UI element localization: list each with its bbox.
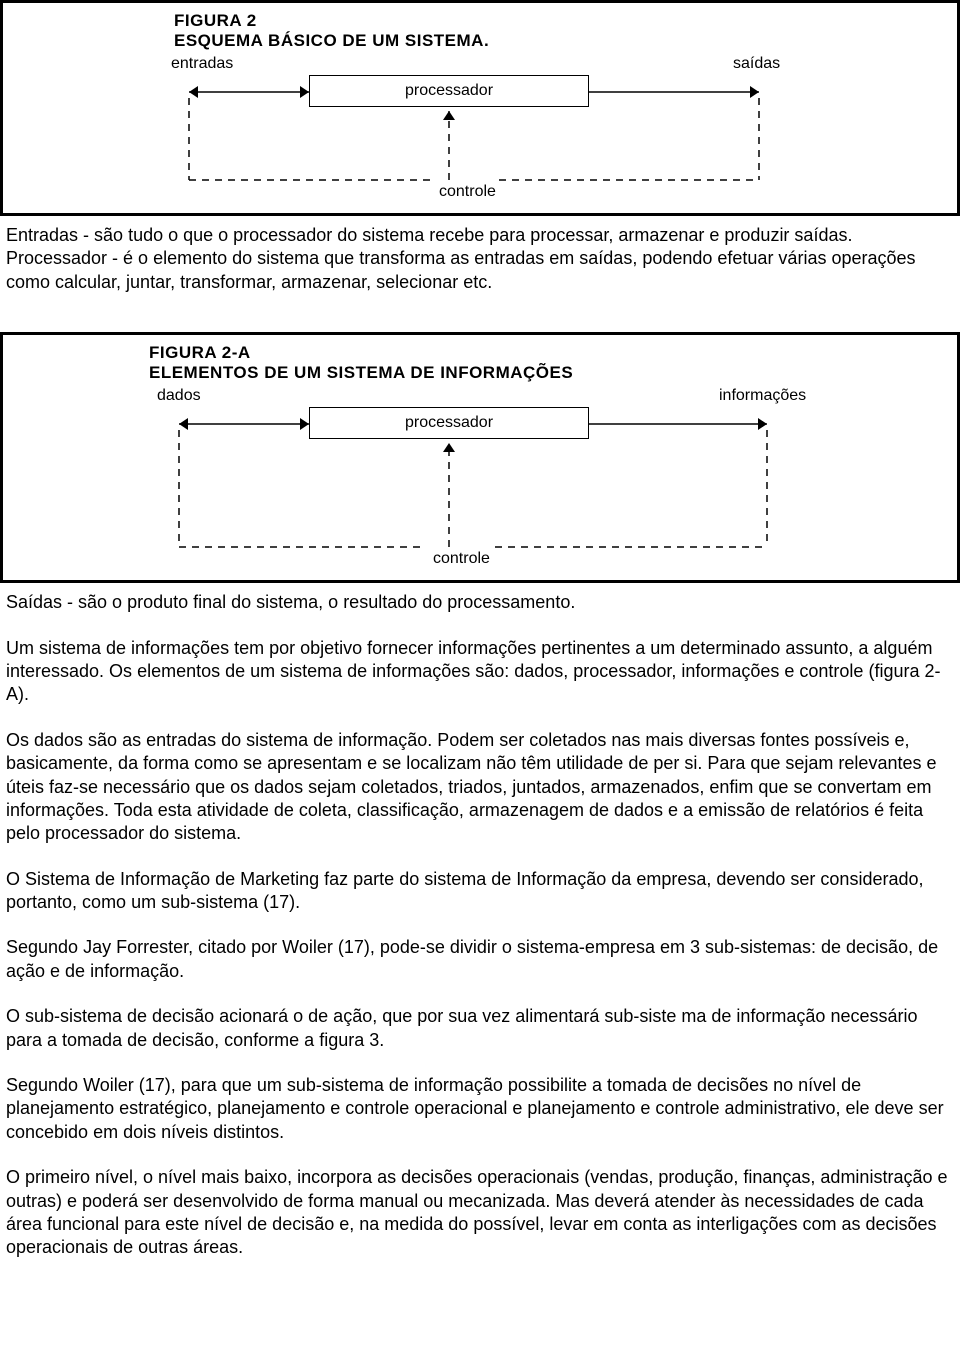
figure-2-title: FIGURA 2: [174, 11, 941, 31]
paragraph-4: Um sistema de informações tem por objeti…: [6, 637, 954, 707]
paragraph-processador: Processador - é o elemento do sistema qu…: [6, 247, 954, 294]
figure-2a-title: FIGURA 2-A: [149, 343, 941, 363]
paragraph-entradas: Entradas - são tudo o que o processador …: [6, 224, 954, 247]
paragraph-10: O primeiro nível, o nível mais baixo, in…: [6, 1166, 954, 1260]
paragraph-9: Segundo Woiler (17), para que um sub-sis…: [6, 1074, 954, 1144]
paragraph-6: O Sistema de Informação de Marketing faz…: [6, 868, 954, 915]
paragraph-saidas: Saídas - são o produto final do sistema,…: [6, 591, 954, 614]
figure-2-svg: [19, 55, 929, 205]
figure-2a-diagram: dados informações processador controle: [19, 387, 941, 572]
paragraph-7: Segundo Jay Forrester, citado por Woiler…: [6, 936, 954, 983]
figure-2a-svg: [19, 387, 929, 572]
paragraph-8: O sub-sistema de decisão acionará o de a…: [6, 1005, 954, 1052]
figure-2a-subtitle: ELEMENTOS DE UM SISTEMA DE INFORMAÇÕES: [149, 363, 941, 383]
paragraph-5: Os dados são as entradas do sistema de i…: [6, 729, 954, 846]
figure-2-subtitle: ESQUEMA BÁSICO DE UM SISTEMA.: [174, 31, 941, 51]
figure-2a-box: FIGURA 2-A ELEMENTOS DE UM SISTEMA DE IN…: [0, 332, 960, 583]
figure-2-diagram: entradas saídas processador controle: [19, 55, 941, 205]
figure-2-box: FIGURA 2 ESQUEMA BÁSICO DE UM SISTEMA. e…: [0, 0, 960, 216]
